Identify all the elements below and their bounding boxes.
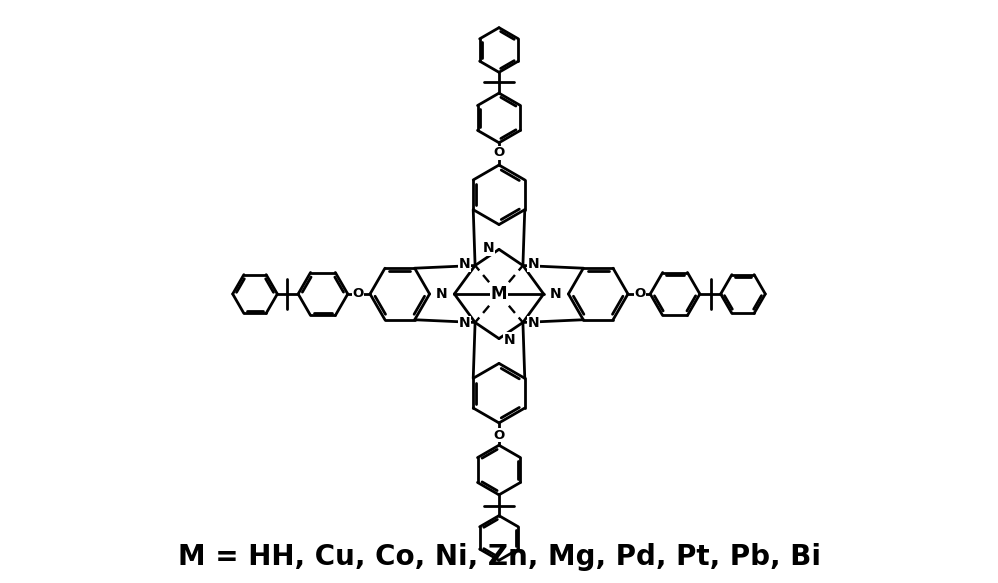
Text: N: N: [436, 287, 448, 301]
Text: O: O: [352, 287, 363, 300]
Text: M = HH, Cu, Co, Ni, Zn, Mg, Pd, Pt, Pb, Bi: M = HH, Cu, Co, Ni, Zn, Mg, Pd, Pt, Pb, …: [178, 543, 820, 571]
Text: N: N: [528, 258, 540, 272]
Text: N: N: [550, 287, 562, 301]
Text: N: N: [458, 258, 470, 272]
Text: N: N: [482, 241, 494, 255]
Text: N: N: [504, 333, 516, 347]
Text: N: N: [458, 317, 470, 331]
Text: N: N: [528, 317, 540, 331]
Text: M: M: [491, 285, 507, 303]
Text: O: O: [635, 287, 646, 300]
Text: O: O: [493, 429, 505, 442]
Text: O: O: [493, 146, 505, 159]
